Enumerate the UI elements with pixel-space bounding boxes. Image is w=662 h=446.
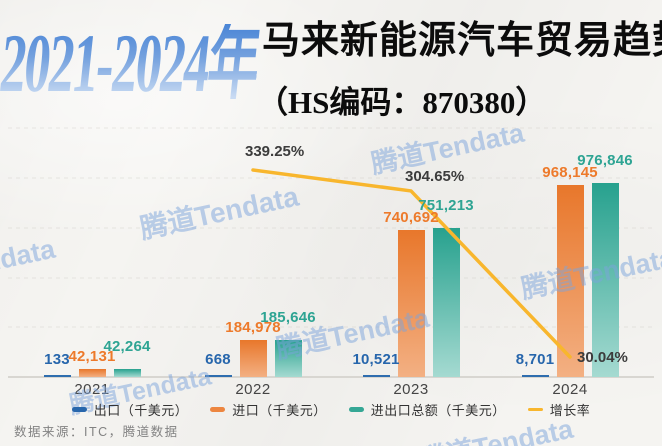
- bar-import-2022: [239, 340, 267, 377]
- legend-label-growth: 增长率: [549, 403, 591, 418]
- legend-swatch-export: [71, 407, 87, 412]
- legend-item-growth: 增长率: [527, 400, 591, 419]
- bar-import-2021: [78, 368, 106, 377]
- page-title: 马来新能源汽车贸易趋势: [262, 20, 662, 62]
- bar-export-2023: [362, 374, 390, 377]
- bar-total-2024: [591, 183, 619, 377]
- legend-item-import: 进口（千美元）: [210, 400, 327, 419]
- page-subtitle: （HS编码：870380）: [257, 85, 547, 120]
- bar-export-2021: [43, 374, 71, 377]
- data-source-note: 数据来源：ITC，腾道数据: [14, 425, 179, 439]
- bar-export-2022: [204, 374, 232, 377]
- legend-label-import: 进口（千美元）: [232, 403, 327, 418]
- bar-import-2023: [397, 229, 425, 377]
- legend-label-export: 出口（千美元）: [93, 403, 189, 418]
- bar-total-2021: [113, 368, 141, 377]
- legend-label-total: 进出口总额（千美元）: [370, 403, 506, 418]
- growth-rate-line: [251, 168, 572, 359]
- bar-import-2024: [556, 184, 584, 377]
- chart-legend: 出口（千美元） 进口（千美元） 进出口总额（千美元） 增长率: [0, 400, 662, 419]
- bar-export-2024: [521, 374, 549, 377]
- legend-item-export: 出口（千美元）: [71, 400, 189, 419]
- legend-swatch-growth: [527, 408, 543, 411]
- legend-swatch-import: [210, 407, 226, 412]
- legend-item-total: 进出口总额（千美元）: [348, 400, 506, 419]
- bar-total-2022: [274, 340, 302, 377]
- bar-total-2023: [432, 227, 460, 377]
- legend-swatch-total: [348, 407, 364, 412]
- title-period: 2021-2024年: [0, 19, 263, 110]
